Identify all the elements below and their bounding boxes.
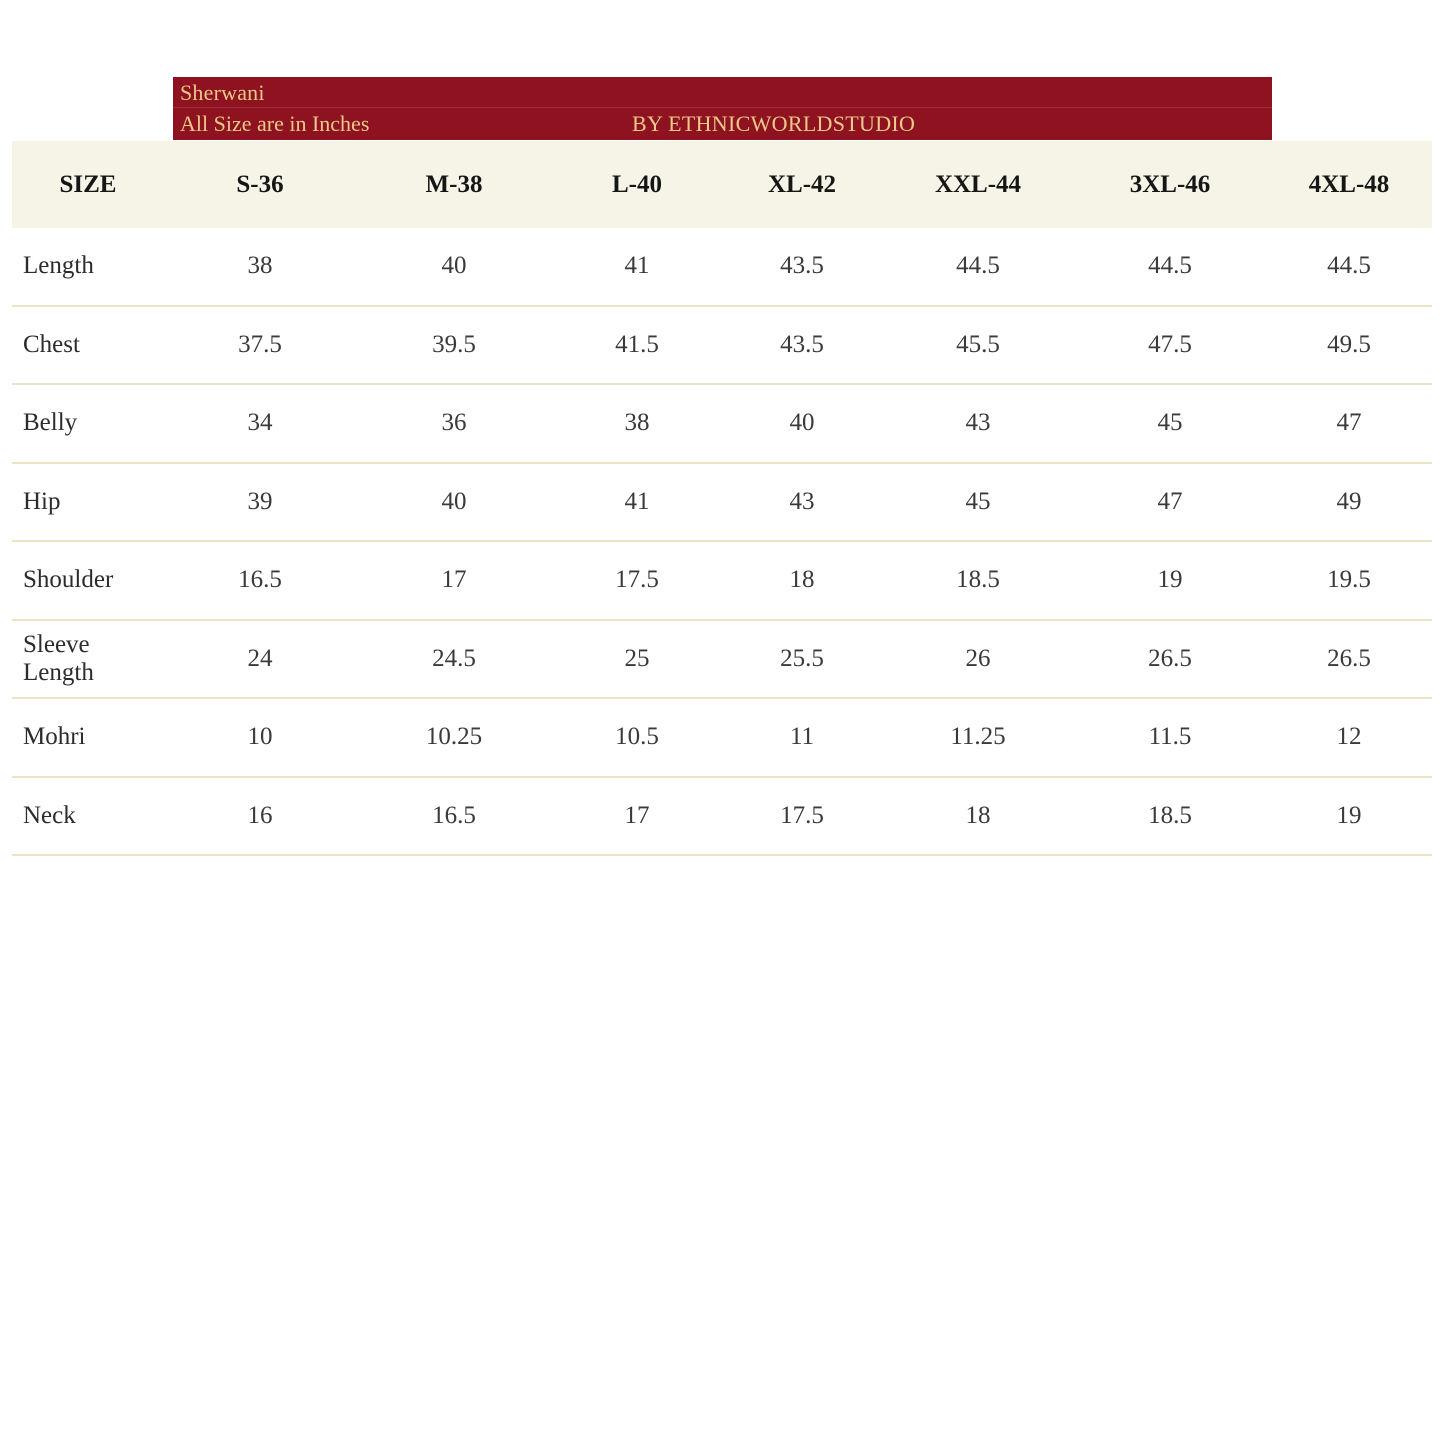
banner-top-stripe (173, 77, 1272, 108)
table-body: Length 38 40 41 43.5 44.5 44.5 44.5 Ches… (12, 228, 1432, 856)
table-row: Sleeve Length 24 24.5 25 25.5 26 26.5 26… (12, 619, 1432, 699)
measurement-value: 19 (1074, 541, 1266, 621)
column-header-4xl-48: 4XL-48 (1266, 141, 1432, 228)
chart-banner: Sherwani All Size are in Inches BY ETHNI… (173, 77, 1272, 140)
table-row: Hip 39 40 41 43 45 47 49 (12, 462, 1432, 542)
table-row: Neck 16 16.5 17 17.5 18 18.5 19 (12, 776, 1432, 856)
size-chart-table: SIZE S-36 M-38 L-40 XL-42 XXL-44 3XL-46 … (12, 141, 1432, 856)
measurement-value: 40 (356, 462, 552, 542)
table-row: Length 38 40 41 43.5 44.5 44.5 44.5 (12, 228, 1432, 307)
measurement-label: Chest (12, 305, 164, 385)
measurement-value: 16 (164, 776, 356, 856)
measurement-value: 11.25 (882, 698, 1074, 778)
measurement-value: 38 (552, 384, 722, 464)
measurement-value: 12 (1266, 698, 1432, 778)
measurement-value: 19.5 (1266, 541, 1432, 621)
column-header-3xl-46: 3XL-46 (1074, 141, 1266, 228)
measurement-label: Shoulder (12, 541, 164, 621)
measurement-value: 43.5 (722, 305, 882, 385)
measurement-value: 47.5 (1074, 305, 1266, 385)
measurement-label: Mohri (12, 698, 164, 778)
brand-credit: BY ETHNICWORLDSTUDIO (632, 111, 916, 136)
measurement-value: 38 (164, 228, 356, 307)
measurement-value: 44.5 (1074, 228, 1266, 307)
measurement-value: 45.5 (882, 305, 1074, 385)
header-row: SIZE S-36 M-38 L-40 XL-42 XXL-44 3XL-46 … (12, 141, 1432, 228)
measurement-value: 10 (164, 698, 356, 778)
measurement-value: 34 (164, 384, 356, 464)
measurement-value: 18 (722, 541, 882, 621)
unit-note: All Size are in Inches (180, 111, 370, 136)
table-row: Chest 37.5 39.5 41.5 43.5 45.5 47.5 49.5 (12, 305, 1432, 385)
measurement-label: Sleeve Length (12, 619, 164, 699)
measurement-value: 11.5 (1074, 698, 1266, 778)
measurement-value: 47 (1266, 384, 1432, 464)
measurement-value: 36 (356, 384, 552, 464)
measurement-value: 16.5 (356, 776, 552, 856)
column-header-xl-42: XL-42 (722, 141, 882, 228)
measurement-value: 43.5 (722, 228, 882, 307)
measurement-value: 26 (882, 619, 1074, 699)
measurement-value: 37.5 (164, 305, 356, 385)
measurement-value: 47 (1074, 462, 1266, 542)
table-row: Mohri 10 10.25 10.5 11 11.25 11.5 12 (12, 698, 1432, 778)
measurement-value: 40 (356, 228, 552, 307)
column-header-l-40: L-40 (552, 141, 722, 228)
measurement-label: Belly (12, 384, 164, 464)
measurement-value: 19 (1266, 776, 1432, 856)
measurement-value: 16.5 (164, 541, 356, 621)
measurement-value: 11 (722, 698, 882, 778)
column-header-size: SIZE (12, 141, 164, 228)
table-header: SIZE S-36 M-38 L-40 XL-42 XXL-44 3XL-46 … (12, 141, 1432, 228)
table-row: Belly 34 36 38 40 43 45 47 (12, 384, 1432, 464)
measurement-value: 18.5 (1074, 776, 1266, 856)
measurement-value: 10.25 (356, 698, 552, 778)
table-row: Shoulder 16.5 17 17.5 18 18.5 19 19.5 (12, 541, 1432, 621)
column-header-s-36: S-36 (164, 141, 356, 228)
measurement-value: 24.5 (356, 619, 552, 699)
measurement-value: 41.5 (552, 305, 722, 385)
measurement-value: 49.5 (1266, 305, 1432, 385)
measurement-value: 26.5 (1074, 619, 1266, 699)
measurement-value: 26.5 (1266, 619, 1432, 699)
measurement-label: Hip (12, 462, 164, 542)
measurement-value: 17.5 (722, 776, 882, 856)
measurement-value: 45 (882, 462, 1074, 542)
measurement-value: 18 (882, 776, 1074, 856)
measurement-value: 25 (552, 619, 722, 699)
measurement-value: 39 (164, 462, 356, 542)
measurement-value: 41 (552, 228, 722, 307)
measurement-value: 43 (722, 462, 882, 542)
measurement-value: 45 (1074, 384, 1266, 464)
measurement-value: 17.5 (552, 541, 722, 621)
column-header-xxl-44: XXL-44 (882, 141, 1074, 228)
measurement-value: 43 (882, 384, 1074, 464)
column-header-m-38: M-38 (356, 141, 552, 228)
measurement-label: Length (12, 228, 164, 307)
measurement-value: 41 (552, 462, 722, 542)
product-title: Sherwani (180, 80, 265, 105)
measurement-value: 40 (722, 384, 882, 464)
measurement-label: Neck (12, 776, 164, 856)
measurement-value: 18.5 (882, 541, 1074, 621)
measurement-value: 10.5 (552, 698, 722, 778)
measurement-value: 39.5 (356, 305, 552, 385)
measurement-value: 44.5 (882, 228, 1074, 307)
measurement-value: 17 (552, 776, 722, 856)
measurement-value: 49 (1266, 462, 1432, 542)
measurement-value: 25.5 (722, 619, 882, 699)
measurement-value: 17 (356, 541, 552, 621)
measurement-value: 44.5 (1266, 228, 1432, 307)
measurement-value: 24 (164, 619, 356, 699)
